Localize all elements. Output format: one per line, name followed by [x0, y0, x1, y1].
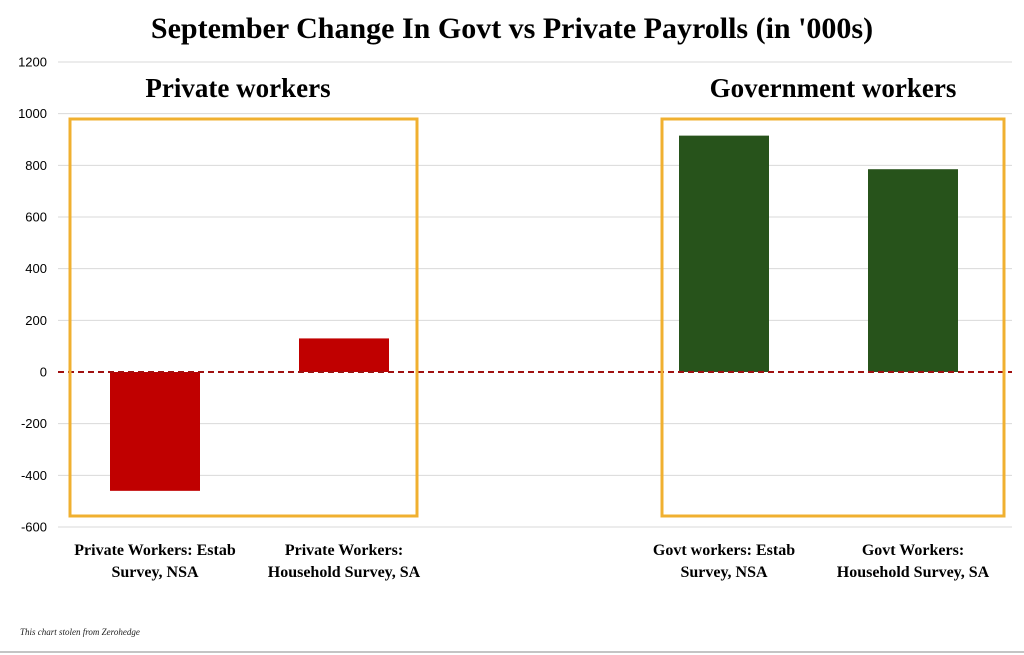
bar-0-0 — [110, 372, 200, 491]
y-tick-label: 800 — [25, 158, 47, 173]
category-label: Household Survey, SA — [837, 564, 990, 581]
category-label: Survey, NSA — [680, 564, 768, 581]
y-tick-label: -400 — [21, 468, 47, 483]
category-label: Household Survey, SA — [268, 564, 421, 581]
group-boxes — [68, 117, 1006, 518]
y-tick-label: 1200 — [18, 55, 47, 70]
group-label-1: Government workers — [710, 73, 957, 103]
category-label: Govt workers: Estab — [653, 542, 795, 559]
chart-title: September Change In Govt vs Private Payr… — [151, 12, 873, 45]
bar-0-1 — [299, 338, 389, 372]
footnote: This chart stolen from Zerohedge — [20, 627, 140, 637]
y-tick-label: -200 — [21, 416, 47, 431]
group-box-1 — [660, 117, 1006, 518]
y-axis-ticks: 1200 1000 800 600 400 200 0 -200 -400 -600 — [18, 55, 47, 535]
y-tick-label: 200 — [25, 313, 47, 328]
grid — [58, 61, 1012, 528]
category-label: Govt Workers: — [862, 542, 964, 559]
category-label: Survey, NSA — [111, 564, 199, 581]
y-tick-label: 0 — [40, 365, 47, 380]
group-labels: Private workers Government workers — [145, 73, 956, 103]
y-tick-label: 600 — [25, 210, 47, 225]
bars — [110, 135, 958, 491]
bar-1-0 — [679, 135, 769, 372]
y-tick-label: 1000 — [18, 106, 47, 121]
bar-1-1 — [868, 169, 958, 372]
y-tick-label: -600 — [21, 520, 47, 535]
y-tick-label: 400 — [25, 261, 47, 276]
category-label: Private Workers: — [285, 542, 403, 559]
category-labels: Private Workers: Estab Survey, NSA Private… — [74, 542, 989, 581]
category-label: Private Workers: Estab — [74, 542, 236, 559]
group-box-0 — [68, 117, 419, 518]
group-label-0: Private workers — [145, 73, 330, 103]
